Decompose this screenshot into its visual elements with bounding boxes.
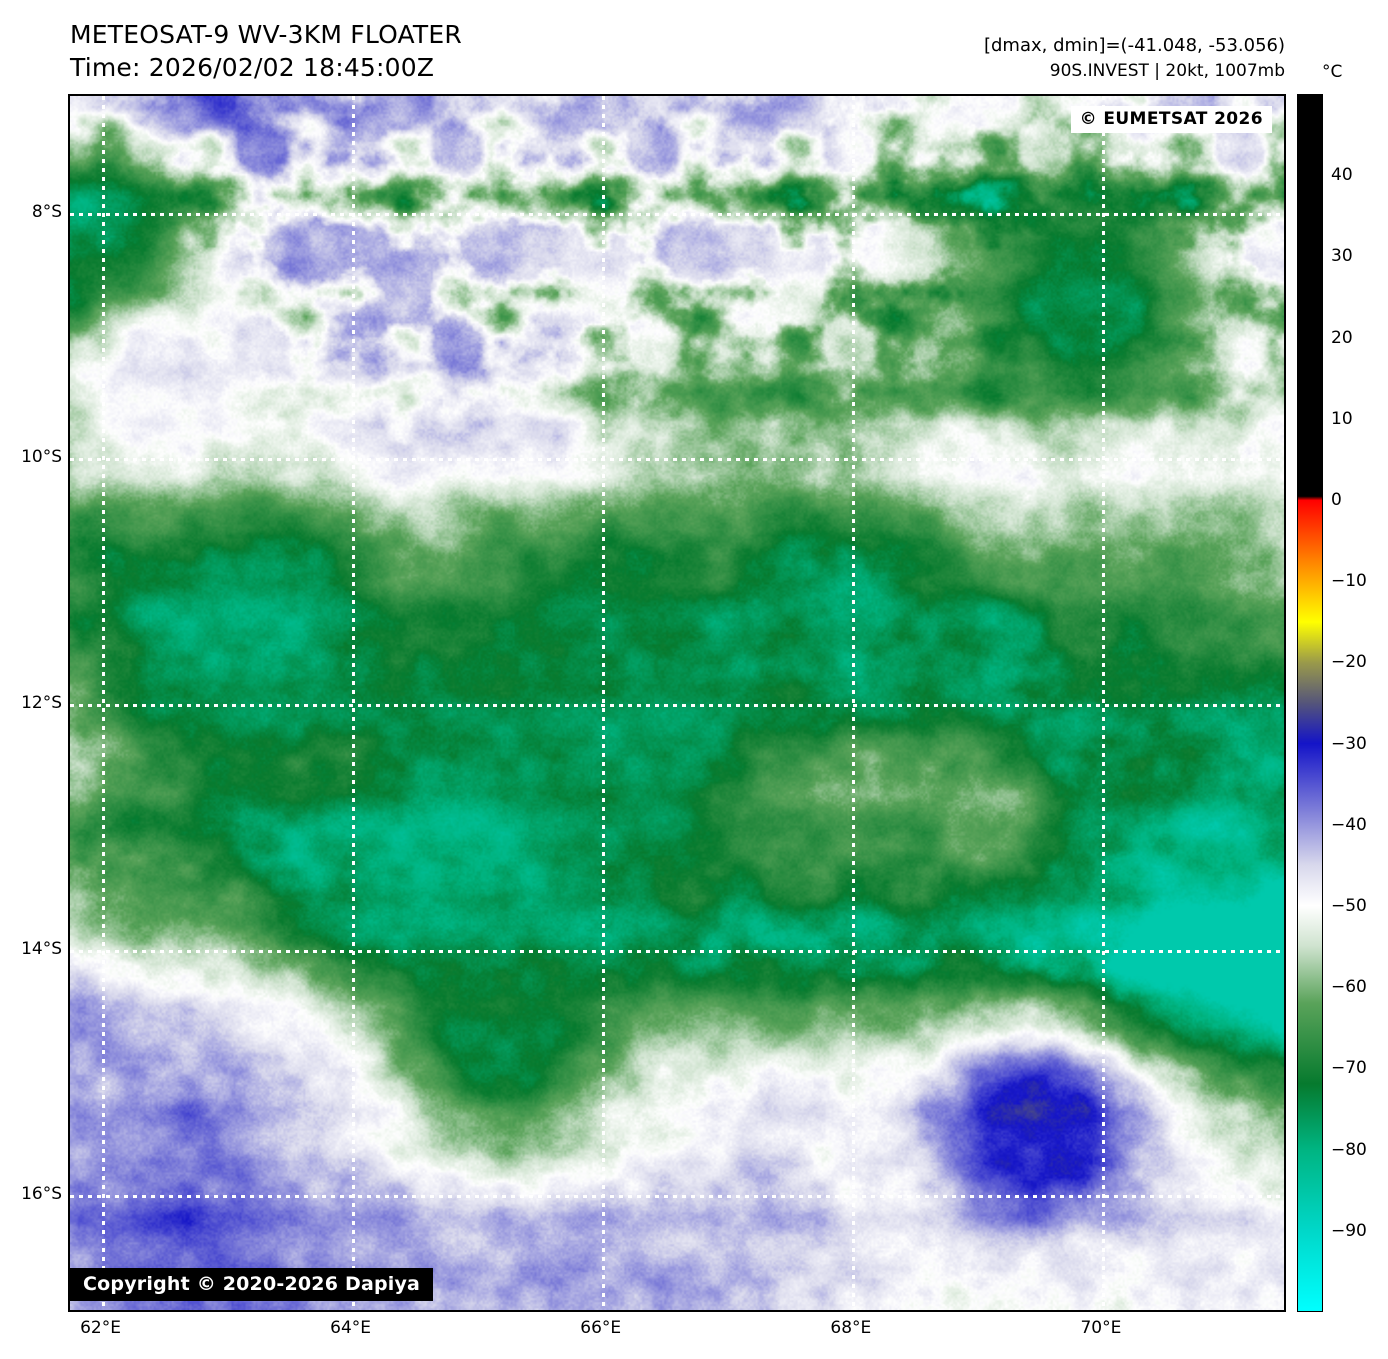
x-axis-tick-label: 66°E [580, 1318, 622, 1338]
colorbar-unit-label: °C [1322, 62, 1343, 82]
colorbar-tick-label: −60 [1331, 977, 1367, 998]
temperature-colorbar[interactable] [1297, 94, 1323, 1312]
eumetsat-watermark: © EUMETSAT 2026 [1070, 106, 1272, 133]
copyright-watermark: Copyright © 2020-2026 Dapiya [70, 1268, 434, 1301]
y-axis-tick-label: 8°S [31, 201, 62, 222]
y-axis-tick-label: 10°S [21, 447, 62, 468]
colorbar-tick-label: 0 [1331, 490, 1342, 510]
metadata-block: [dmax, dmin]=(-41.048, -53.056) 90S.INVE… [984, 33, 1285, 84]
colorbar-tick-label: −20 [1331, 652, 1367, 673]
colorbar-tick-label: −40 [1331, 814, 1367, 835]
colorbar-tick-label: −10 [1331, 571, 1367, 592]
colorbar-tick-label: −50 [1331, 896, 1367, 916]
colorbar-tick-label: 10 [1331, 408, 1353, 429]
colorbar-tick-label: −90 [1331, 1220, 1367, 1241]
satellite-image-plot[interactable]: © EUMETSAT 2026 Copyright © 2020-2026 Da… [68, 94, 1286, 1312]
storm-info-label: 90S.INVEST | 20kt, 1007mb [1049, 61, 1285, 82]
x-axis-tick-label: 70°E [1080, 1318, 1122, 1338]
timestamp-label: Time: 2026/02/02 18:45:00Z [70, 53, 435, 82]
y-axis-tick-label: 12°S [21, 693, 62, 713]
colorbar-tick-label: 20 [1331, 327, 1353, 348]
colorbar-tick-label: −80 [1331, 1139, 1367, 1160]
page-title: METEOSAT-9 WV-3KM FLOATER [70, 20, 462, 49]
colorbar-tick-label: 30 [1331, 246, 1353, 267]
colorbar-tick-label: −70 [1331, 1058, 1367, 1079]
x-axis-tick-label: 62°E [80, 1318, 121, 1338]
colorbar-tick-label: −30 [1331, 733, 1367, 754]
colorbar-gradient [1298, 95, 1322, 1311]
satellite-imagery-canvas [70, 96, 1284, 1310]
x-axis-tick-label: 68°E [830, 1318, 872, 1338]
y-axis-tick-label: 14°S [21, 938, 62, 959]
title-block: METEOSAT-9 WV-3KM FLOATER Time: 2026/02/… [70, 18, 462, 84]
y-axis-tick-label: 16°S [21, 1184, 62, 1205]
dmax-dmin-label: [dmax, dmin]=(-41.048, -53.056) [983, 35, 1285, 56]
x-axis-tick-label: 64°E [330, 1318, 372, 1338]
colorbar-tick-label: 40 [1331, 165, 1353, 186]
